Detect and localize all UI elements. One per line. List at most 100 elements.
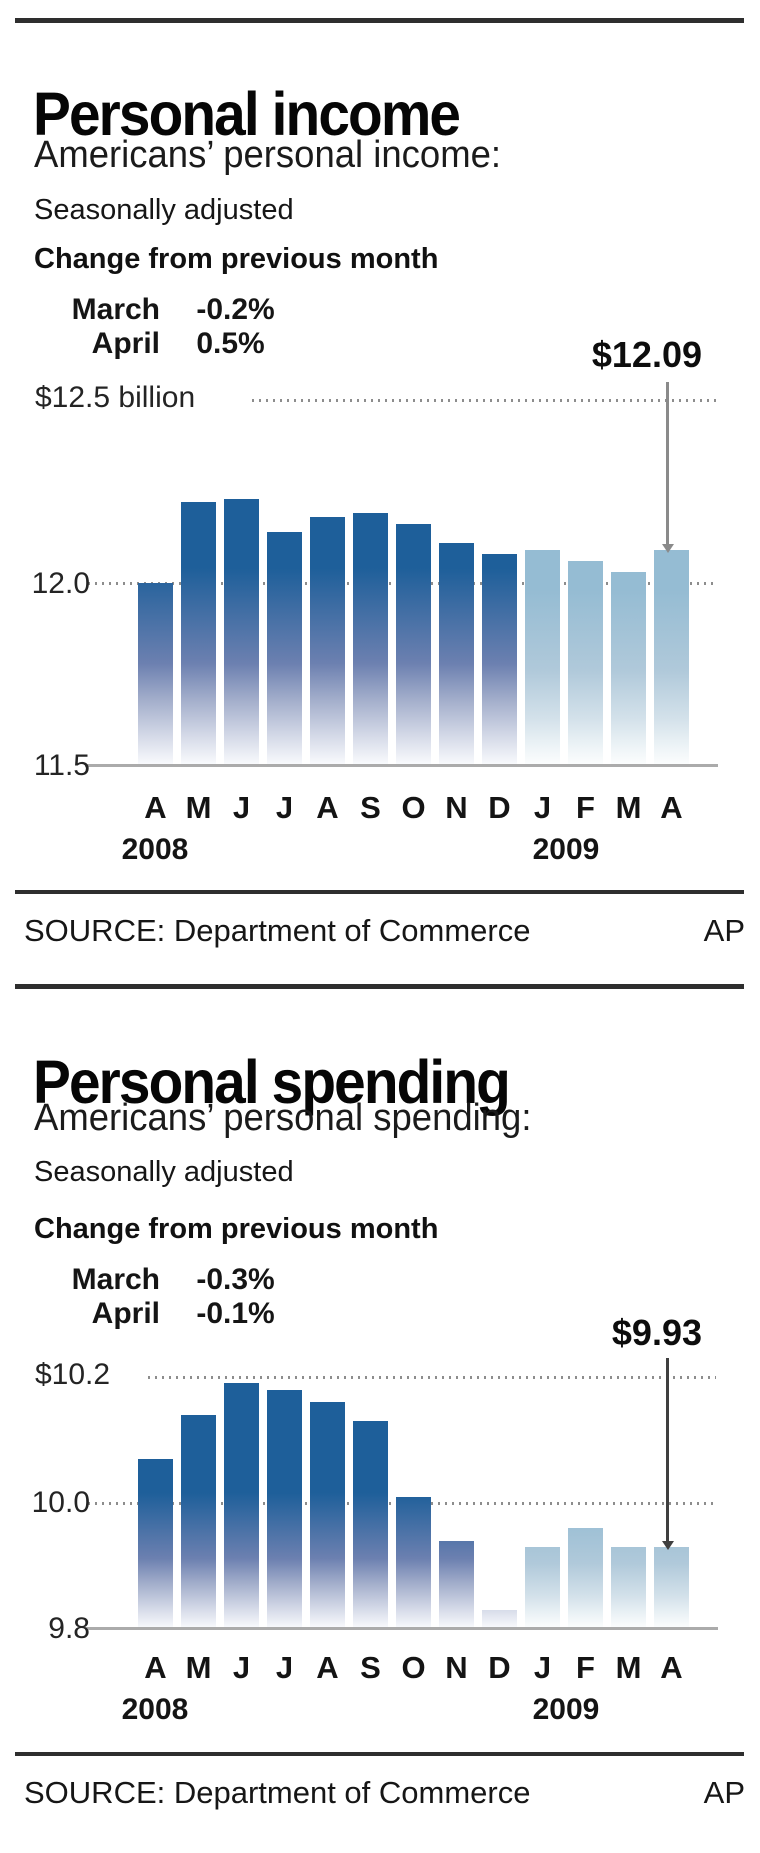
bar-oct-2008 — [396, 1496, 431, 1629]
change-value: -0.3% — [196, 1263, 275, 1296]
chart-subtitle: Americans’ personal income: — [34, 134, 502, 176]
adjustment-note: Seasonally adjusted — [34, 194, 294, 226]
gridline-12.5 — [252, 399, 716, 402]
y-tick-top: $12.5 billion — [35, 381, 196, 414]
bar-jun-2008 — [224, 498, 259, 766]
bar-jan-2009 — [525, 550, 560, 766]
bar-aug-2008 — [310, 1402, 345, 1629]
credit-label: AP — [703, 1775, 745, 1810]
change-month: April — [91, 1297, 160, 1330]
bar-sep-2008 — [353, 513, 388, 766]
latest-value-callout: $9.93 — [611, 1312, 702, 1353]
source-label: SOURCE: Department of Commerce — [24, 1775, 531, 1810]
bar-apr-2009 — [654, 1547, 689, 1629]
callout-arrowhead-icon — [662, 544, 674, 554]
change-row-march: March -0.3% — [42, 1263, 275, 1297]
bar-may-2008 — [181, 1414, 216, 1629]
y-tick-bottom: 9.8 — [48, 1612, 90, 1645]
spending-bar-chart: $10.2 10.0 9.8 — [0, 1358, 760, 1645]
x-tick-sep-2008: S — [360, 1650, 381, 1685]
x-tick-may-2008: M — [185, 790, 212, 825]
chart-subtitle: Americans’ personal spending: — [34, 1097, 532, 1139]
x-tick-aug-2008: A — [316, 1650, 339, 1685]
callout-pointer-line — [666, 1358, 669, 1548]
x-tick-mar-2009: M — [615, 790, 642, 825]
change-value: 0.5% — [196, 327, 265, 360]
bar-aug-2008 — [310, 517, 345, 766]
top-divider — [15, 18, 744, 23]
year-label-2009: 2009 — [532, 1693, 600, 1726]
x-tick-dec-2008: D — [488, 1650, 511, 1685]
bar-dec-2008 — [482, 553, 517, 766]
chart-title: Personal income — [33, 79, 461, 148]
bar-jan-2009 — [525, 1547, 560, 1629]
change-value: -0.1% — [196, 1297, 275, 1330]
source-row: SOURCE: Department of Commerce AP — [24, 913, 745, 949]
bar-apr-2009 — [654, 550, 689, 766]
bar-nov-2008 — [439, 542, 474, 766]
change-row-april: April -0.1% — [42, 1297, 275, 1331]
bar-apr-2008 — [138, 1458, 173, 1629]
gridline-10.2 — [148, 1376, 716, 1379]
x-tick-jul-2008: J — [275, 1650, 294, 1685]
x-tick-jan-2009: J — [533, 790, 552, 825]
x-tick-aug-2008: A — [316, 790, 339, 825]
x-tick-jan-2009: J — [533, 1650, 552, 1685]
x-tick-jul-2008: J — [275, 790, 294, 825]
bar-feb-2009 — [568, 1528, 603, 1629]
latest-value-callout: $12.09 — [591, 334, 702, 375]
bar-jun-2008 — [224, 1383, 259, 1629]
bar-mar-2009 — [611, 572, 646, 766]
x-tick-oct-2008: O — [401, 1650, 426, 1685]
top-divider — [15, 984, 744, 989]
chart-title: Personal spending — [33, 1047, 511, 1116]
x-tick-oct-2008: O — [401, 790, 426, 825]
source-row: SOURCE: Department of Commerce AP — [24, 1775, 745, 1811]
x-tick-feb-2009: F — [576, 790, 595, 825]
change-month: April — [91, 327, 160, 360]
y-tick-mid: 12.0 — [31, 567, 90, 600]
y-tick-mid: 10.0 — [31, 1486, 90, 1519]
bar-sep-2008 — [353, 1421, 388, 1629]
change-value: -0.2% — [196, 293, 275, 326]
source-divider — [15, 1752, 744, 1756]
x-tick-jun-2008: J — [232, 790, 251, 825]
x-axis-baseline — [85, 764, 718, 767]
credit-label: AP — [703, 913, 745, 948]
year-label-2009: 2009 — [532, 833, 600, 866]
x-tick-sep-2008: S — [360, 790, 381, 825]
bar-nov-2008 — [439, 1540, 474, 1629]
x-tick-feb-2009: F — [576, 1650, 595, 1685]
x-tick-apr-2009: A — [660, 790, 683, 825]
bar-jul-2008 — [267, 531, 302, 766]
change-heading: Change from previous month — [34, 1213, 439, 1245]
x-tick-dec-2008: D — [488, 790, 511, 825]
x-tick-may-2008: M — [185, 1650, 212, 1685]
x-axis-baseline — [85, 1627, 718, 1630]
change-row-march: March -0.2% — [42, 293, 275, 327]
source-divider — [15, 890, 744, 894]
source-label: SOURCE: Department of Commerce — [24, 913, 531, 948]
x-tick-apr-2008: A — [144, 790, 167, 825]
change-month: March — [71, 293, 160, 326]
income-bar-chart: $12.5 billion 12.0 11.5 — [0, 381, 760, 782]
x-tick-apr-2008: A — [144, 1650, 167, 1685]
y-tick-top: $10.2 — [35, 1358, 111, 1391]
x-tick-mar-2009: M — [615, 1650, 642, 1685]
bar-may-2008 — [181, 502, 216, 766]
x-tick-nov-2008: N — [445, 790, 468, 825]
bar-feb-2009 — [568, 561, 603, 766]
y-tick-bottom: 11.5 — [33, 749, 90, 782]
change-month: March — [71, 1263, 160, 1296]
x-tick-apr-2009: A — [660, 1650, 683, 1685]
bar-jul-2008 — [267, 1389, 302, 1629]
adjustment-note: Seasonally adjusted — [34, 1156, 294, 1188]
year-label-2008: 2008 — [121, 1693, 189, 1726]
year-label-2008: 2008 — [121, 833, 189, 866]
bar-mar-2009 — [611, 1547, 646, 1629]
callout-pointer-line — [666, 382, 669, 551]
x-tick-jun-2008: J — [232, 1650, 251, 1685]
